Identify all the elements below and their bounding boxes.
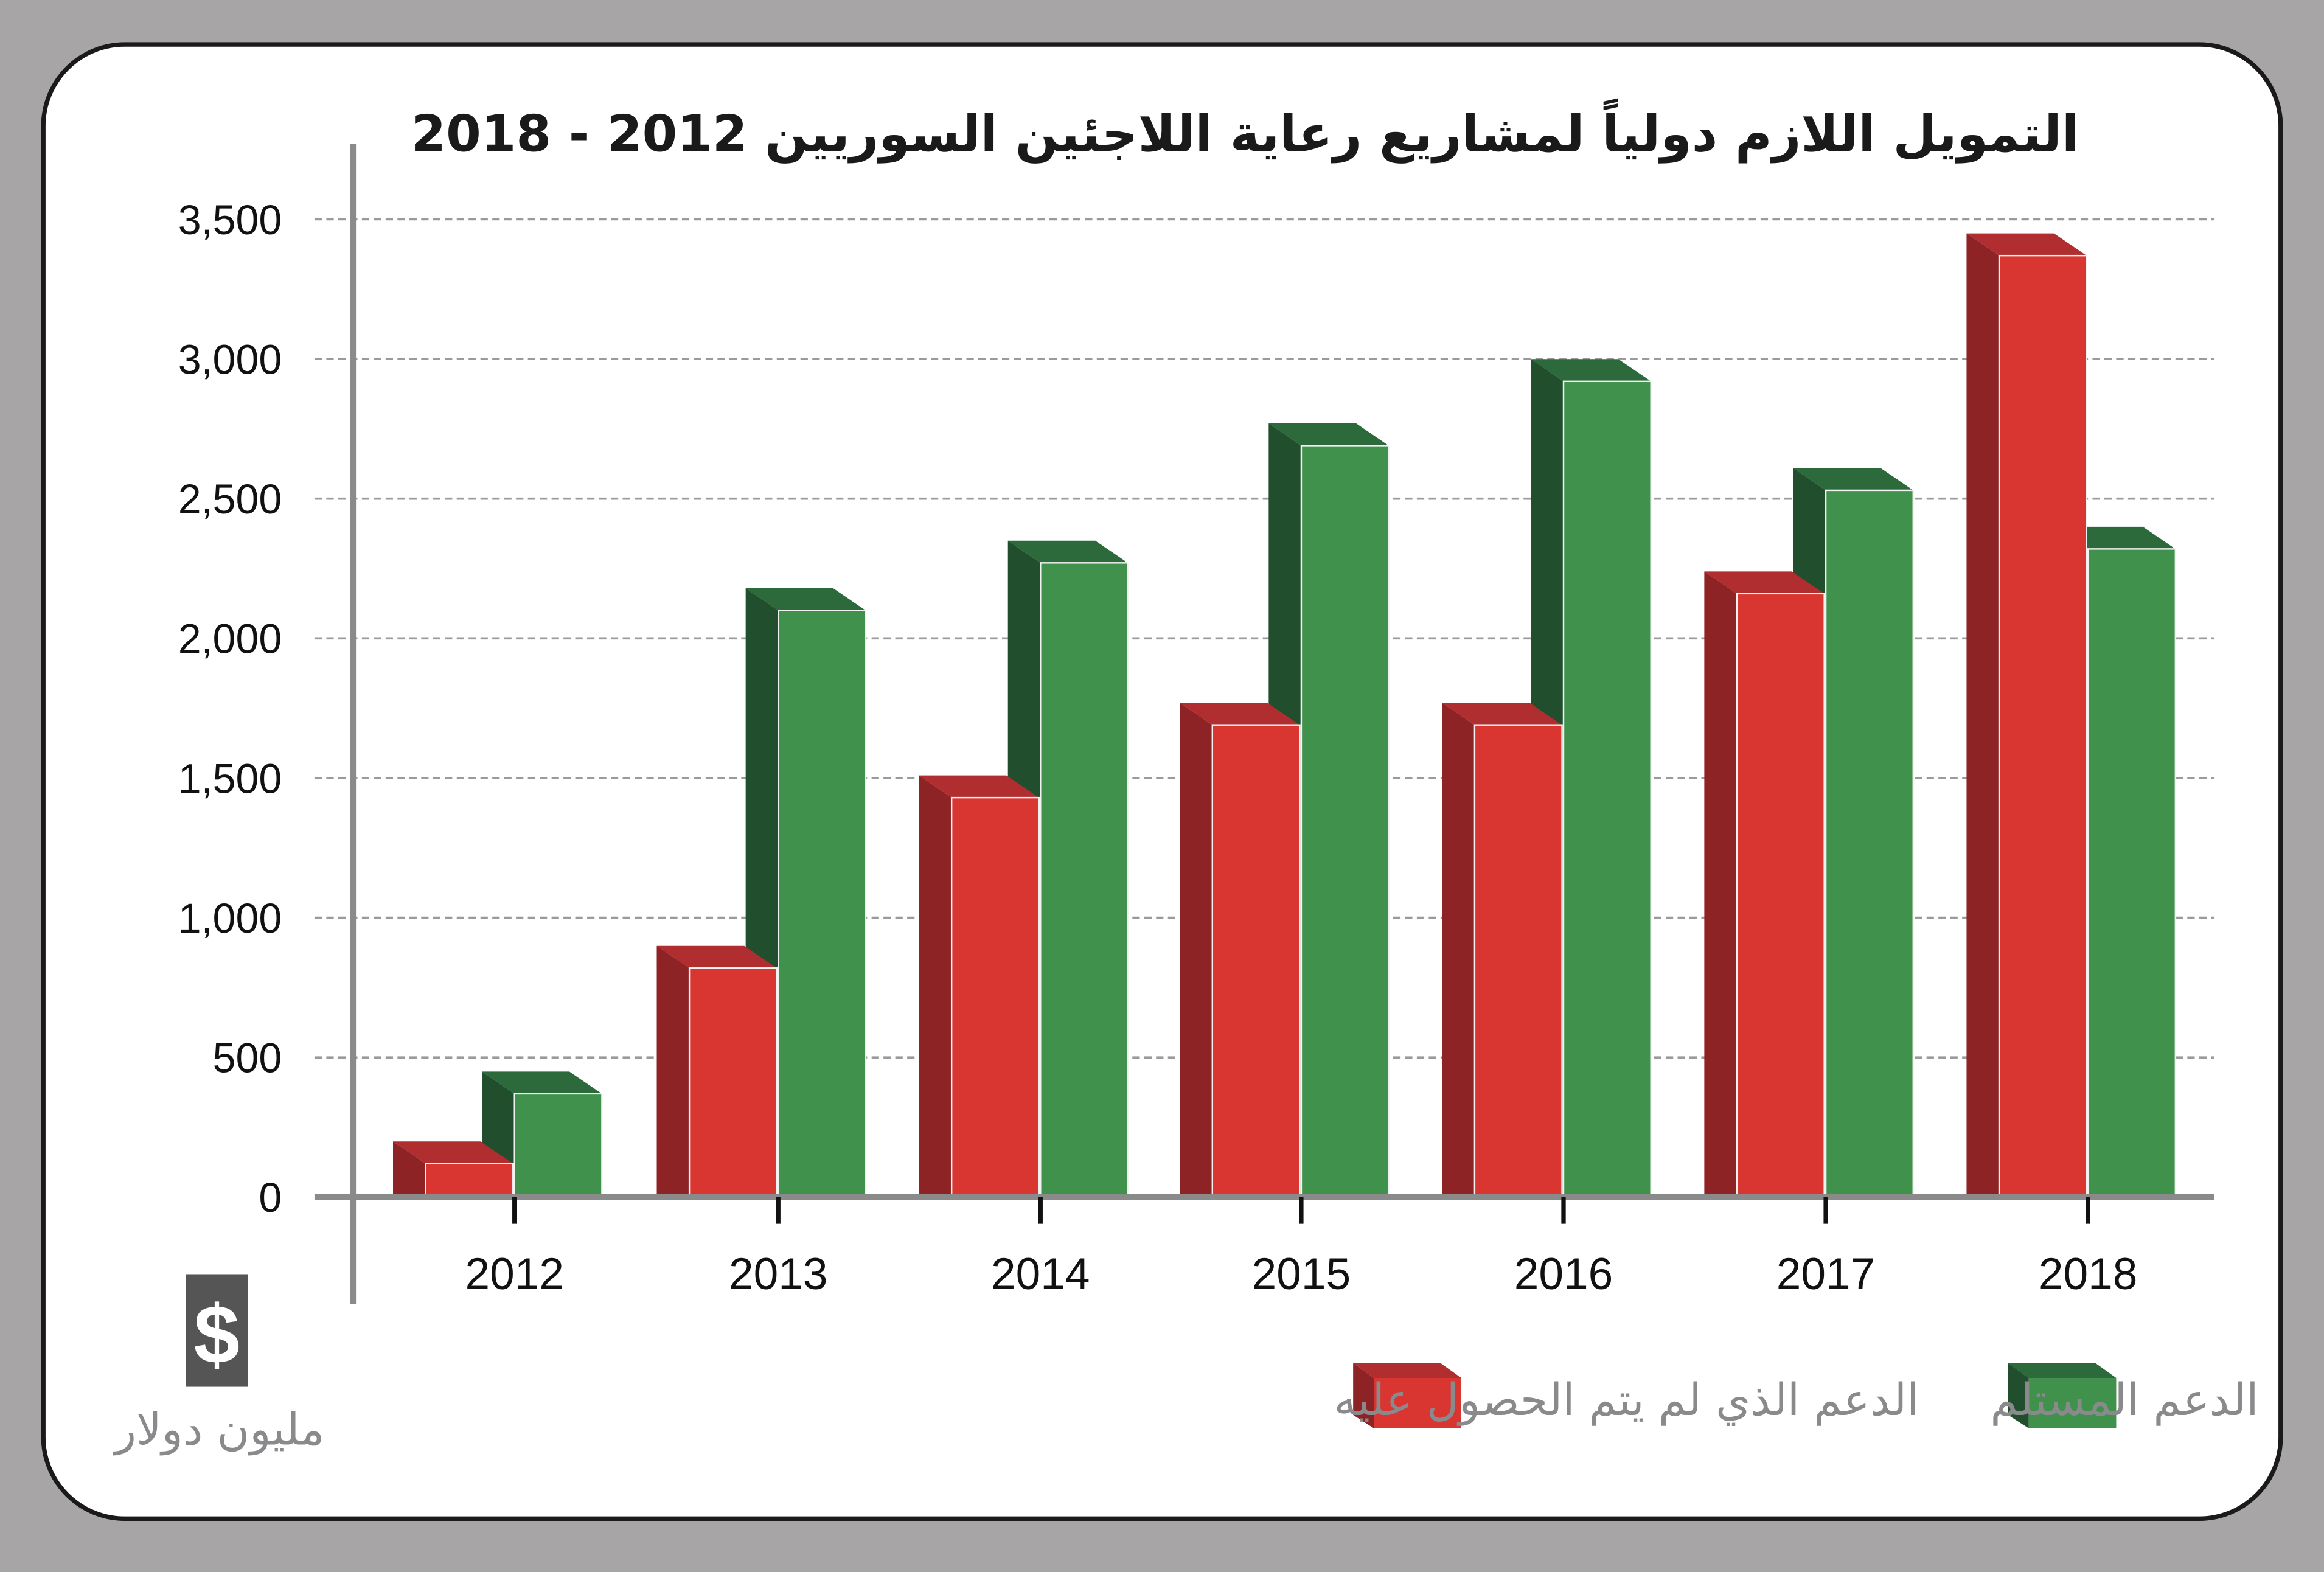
- legend-swatch-side: [2008, 1363, 2029, 1428]
- bar-top: [1268, 423, 1389, 446]
- bar-unmet-2014: [919, 775, 1040, 1198]
- bar-side: [1966, 233, 2000, 1197]
- legend-swatch-top: [1353, 1363, 1461, 1378]
- bar-side: [393, 1141, 426, 1197]
- bar-top: [656, 945, 777, 969]
- bar-unmet-2018: [1966, 233, 2087, 1198]
- legend-swatch-top: [2008, 1363, 2117, 1378]
- x-tick-label: 2016: [1514, 1250, 1613, 1299]
- bar-unmet-2015: [1180, 703, 1301, 1198]
- bar-front: [1825, 489, 1914, 1198]
- bar-front: [1211, 724, 1301, 1198]
- bar-front: [1562, 380, 1652, 1198]
- bar-top: [482, 1071, 602, 1094]
- legend-item: الدعم الذي لم يتم الحصول عليه: [1334, 1363, 1919, 1428]
- dollar-icon: [186, 1274, 248, 1387]
- y-tick-label: 0: [259, 1175, 282, 1221]
- bar-side: [1704, 571, 1737, 1197]
- bar-front: [513, 1093, 603, 1198]
- bar-unmet-2016: [1442, 703, 1563, 1198]
- y-tick-label: 2,000: [178, 616, 282, 663]
- bar-front: [2087, 548, 2177, 1198]
- card-background: [41, 42, 2283, 1521]
- bar-unmet-2013: [656, 945, 778, 1198]
- legend: الدعم الذي لم يتم الحصول عليه الدعم المست…: [1334, 1363, 2259, 1428]
- legend-swatch: [1374, 1377, 1461, 1428]
- bar-front: [1300, 445, 1390, 1198]
- y-tick-label: 2,500: [178, 476, 282, 523]
- legend-label: الدعم الذي لم يتم الحصول عليه: [1334, 1374, 1919, 1426]
- x-tick-label: 2017: [1776, 1250, 1876, 1299]
- x-tick-label: 2014: [991, 1250, 1090, 1299]
- y-axis-ticks: 0 500 1,000 1,500 2,000 2,500 3,000 3,500: [178, 197, 282, 1221]
- bar-top: [1966, 233, 2087, 256]
- x-axis-ticks: 2012 2013 2014 2015 2016 2017 2018: [465, 1197, 2137, 1299]
- bar-top: [745, 588, 866, 611]
- legend-swatch: [2028, 1377, 2117, 1428]
- bar-front: [1998, 254, 2087, 1198]
- legend-item: الدعم المستلم: [1990, 1363, 2259, 1428]
- y-tick-label: 1,000: [178, 896, 282, 942]
- bar-top: [393, 1141, 513, 1164]
- bar-front: [950, 796, 1040, 1198]
- y-tick-label: 3,500: [178, 197, 282, 243]
- bar-top: [1704, 571, 1825, 594]
- legend-swatch-side: [1353, 1363, 1374, 1428]
- bar-top: [1793, 468, 1913, 490]
- bar-front: [1736, 593, 1825, 1198]
- bar-side: [656, 945, 690, 1197]
- bar-top: [1180, 703, 1300, 725]
- x-tick-label: 2013: [729, 1250, 828, 1299]
- bar-side: [1180, 703, 1212, 1197]
- bar-side: [919, 775, 952, 1197]
- bar-top: [1442, 703, 1562, 725]
- bar-front: [1040, 562, 1129, 1198]
- x-tick-label: 2018: [2039, 1250, 2138, 1299]
- bar-unmet-2012: [393, 1141, 514, 1198]
- bar-front: [778, 610, 867, 1198]
- bar-top: [1531, 359, 1651, 381]
- chart-title: التمويل اللازم دولياً لمشاريع رعاية اللا…: [411, 98, 2079, 164]
- bar-front: [425, 1163, 514, 1198]
- bar-front: [688, 967, 778, 1198]
- y-tick-label: 3,000: [178, 336, 282, 383]
- dollar-glyph: $: [193, 1289, 240, 1381]
- legend-label: الدعم المستلم: [1990, 1374, 2258, 1426]
- bar-top: [1007, 540, 1128, 563]
- bar-top: [919, 775, 1039, 798]
- bar-side: [1442, 703, 1475, 1197]
- bar-front: [1473, 724, 1563, 1198]
- x-tick-label: 2015: [1252, 1250, 1351, 1299]
- bars: [393, 233, 2177, 1198]
- y-tick-label: 500: [213, 1035, 282, 1082]
- y-axis-label: مليون دولار: [113, 1404, 325, 1456]
- y-tick-label: 1,500: [178, 756, 282, 802]
- unit-label: $ مليون دولار: [113, 1274, 325, 1456]
- x-tick-label: 2012: [465, 1250, 564, 1299]
- bar-unmet-2017: [1704, 571, 1825, 1198]
